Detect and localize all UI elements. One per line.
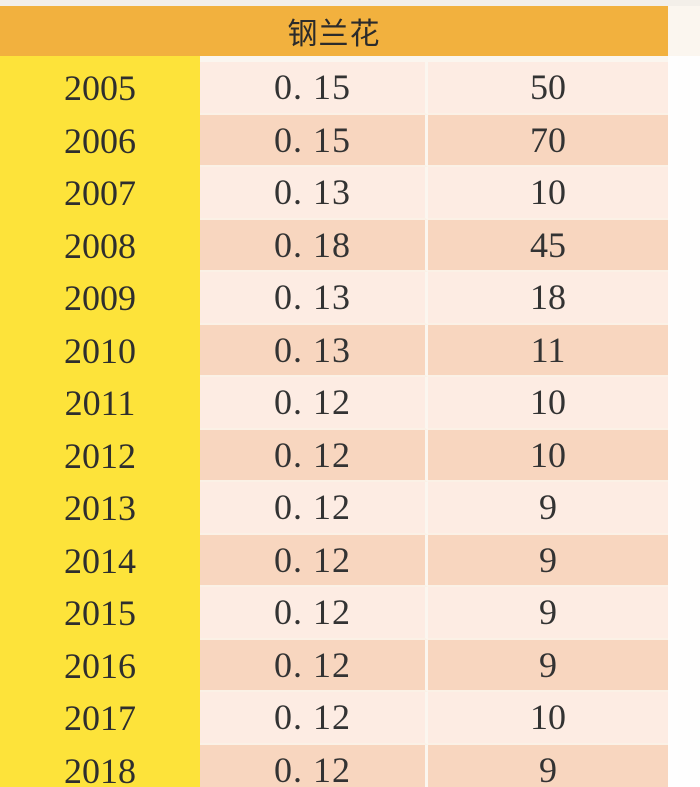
value-cell: 10 bbox=[428, 377, 668, 430]
rate-cell: 0. 18 bbox=[200, 219, 428, 272]
rate-cell: 0. 12 bbox=[200, 639, 428, 692]
value-cell: 10 bbox=[428, 167, 668, 220]
year-cell: 2012 bbox=[64, 435, 136, 476]
year-cell: 2013 bbox=[64, 488, 136, 529]
year-cell: 2011 bbox=[64, 383, 136, 424]
value-cell: 9 bbox=[428, 639, 668, 692]
table-row: 2014 0. 12 9 bbox=[0, 534, 668, 587]
year-cell: 2010 bbox=[64, 330, 136, 371]
rate-cell: 0. 15 bbox=[200, 62, 428, 115]
value-cell: 9 bbox=[428, 744, 668, 787]
table-title: 钢兰花 bbox=[0, 6, 668, 56]
year-cell: 2017 bbox=[64, 698, 136, 739]
year-column-background bbox=[0, 6, 200, 787]
year-cell: 2005 bbox=[64, 68, 136, 109]
year-cell: 2015 bbox=[64, 593, 136, 634]
rate-cell: 0. 12 bbox=[200, 587, 428, 640]
value-cell: 9 bbox=[428, 482, 668, 535]
table-row: 2016 0. 12 9 bbox=[0, 639, 668, 692]
value-cell: 18 bbox=[428, 272, 668, 325]
table-row: 2009 0. 13 18 bbox=[0, 272, 668, 325]
rate-cell: 0. 15 bbox=[200, 114, 428, 167]
year-cell: 2014 bbox=[64, 540, 136, 581]
rate-cell: 0. 12 bbox=[200, 429, 428, 482]
value-cell: 45 bbox=[428, 219, 668, 272]
year-cell: 2009 bbox=[64, 278, 136, 319]
rate-cell: 0. 12 bbox=[200, 692, 428, 745]
year-cell: 2006 bbox=[64, 120, 136, 161]
value-cell: 70 bbox=[428, 114, 668, 167]
rate-cell: 0. 13 bbox=[200, 324, 428, 377]
rate-cell: 0. 13 bbox=[200, 272, 428, 325]
table-row: 2011 0. 12 10 bbox=[0, 377, 668, 430]
table-row: 2015 0. 12 9 bbox=[0, 587, 668, 640]
year-cell: 2018 bbox=[64, 750, 136, 787]
table-row: 2007 0. 13 10 bbox=[0, 167, 668, 220]
value-cell: 10 bbox=[428, 429, 668, 482]
right-margin bbox=[668, 56, 700, 787]
table-row: 2012 0. 12 10 bbox=[0, 429, 668, 482]
year-cell: 2008 bbox=[64, 225, 136, 266]
table-row: 2017 0. 12 10 bbox=[0, 692, 668, 745]
rate-cell: 0. 12 bbox=[200, 744, 428, 787]
table-row: 2010 0. 13 11 bbox=[0, 324, 668, 377]
table-body: 2005 0. 15 50 2006 0. 15 70 2007 0. 13 1… bbox=[0, 62, 668, 787]
table-row: 2005 0. 15 50 bbox=[0, 62, 668, 115]
value-cell: 9 bbox=[428, 534, 668, 587]
rate-cell: 0. 12 bbox=[200, 482, 428, 535]
value-cell: 11 bbox=[428, 324, 668, 377]
table-row: 2013 0. 12 9 bbox=[0, 482, 668, 535]
rate-cell: 0. 12 bbox=[200, 534, 428, 587]
table-row: 2008 0. 18 45 bbox=[0, 219, 668, 272]
year-cell: 2007 bbox=[64, 173, 136, 214]
table-row: 2018 0. 12 9 bbox=[0, 744, 668, 787]
value-cell: 10 bbox=[428, 692, 668, 745]
top-strip bbox=[0, 0, 700, 6]
table-row: 2006 0. 15 70 bbox=[0, 114, 668, 167]
rate-cell: 0. 13 bbox=[200, 167, 428, 220]
year-cell: 2016 bbox=[64, 645, 136, 686]
value-cell: 9 bbox=[428, 587, 668, 640]
rate-cell: 0. 12 bbox=[200, 377, 428, 430]
value-cell: 50 bbox=[428, 62, 668, 115]
